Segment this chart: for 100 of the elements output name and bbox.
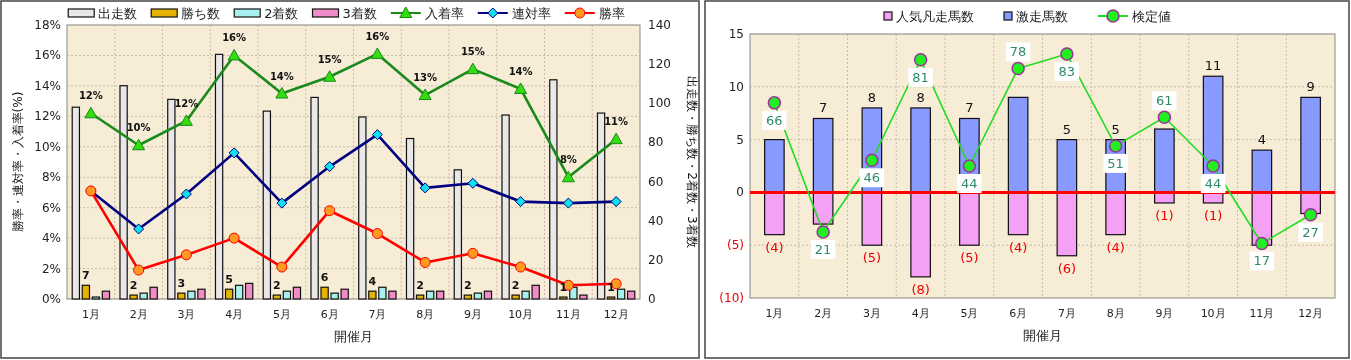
bar — [262, 110, 272, 300]
data-label: 2 — [416, 279, 424, 293]
data-label: 10% — [126, 122, 151, 134]
x-tick-label: 4月 — [911, 307, 930, 320]
legend-label: 勝ち数 — [181, 6, 221, 21]
point — [419, 182, 431, 194]
x-tick-label: 10月 — [1200, 307, 1226, 320]
y-tick-label: 15 — [728, 27, 744, 41]
bar — [214, 53, 224, 300]
legend-label: 3着数 — [342, 6, 377, 21]
x-tick-label: 7月 — [1057, 307, 1076, 320]
bar — [812, 117, 834, 193]
bar — [1056, 191, 1078, 257]
data-label: (5) — [960, 250, 979, 266]
data-label: 2 — [273, 279, 281, 293]
data-label: 27 — [1302, 224, 1319, 240]
legend-label: 激走馬数 — [1016, 9, 1068, 24]
y2-axis-title: 出走数・勝ち数・2着数・3着数 — [685, 76, 699, 248]
x-tick-label: 10月 — [508, 308, 534, 321]
x-tick-label: 1月 — [81, 308, 100, 321]
point — [1108, 139, 1123, 153]
point — [228, 232, 240, 244]
data-label: 11% — [604, 116, 629, 128]
point — [276, 261, 288, 273]
data-label: (1) — [1155, 207, 1174, 223]
bar — [1105, 191, 1126, 236]
y-tick-label: 10% — [34, 139, 61, 154]
bar — [101, 290, 111, 300]
data-label: 12% — [78, 90, 103, 102]
bar — [415, 294, 425, 300]
y-axis-title: 勝率・連対率・入着率(%) — [11, 91, 25, 233]
data-label: 17 — [1253, 253, 1271, 269]
data-label: 16% — [365, 30, 390, 42]
legend-label: 人気凡走馬数 — [896, 9, 974, 24]
bar — [282, 290, 292, 300]
data-label: 7 — [82, 269, 90, 283]
data-label: 61 — [1156, 93, 1173, 109]
data-label: 81 — [912, 69, 929, 85]
data-label: 46 — [863, 170, 881, 186]
data-label: 83 — [1058, 64, 1076, 80]
data-label: 8% — [559, 154, 577, 166]
bar — [224, 288, 234, 300]
point — [418, 88, 432, 101]
data-label: 8 — [916, 89, 925, 105]
point — [276, 197, 288, 209]
point — [84, 106, 98, 119]
data-label: 6 — [320, 271, 329, 285]
data-label: 1 — [607, 281, 615, 295]
data-label: 12% — [174, 97, 199, 109]
y2-tick-label: 120 — [648, 57, 671, 72]
x-tick-label: 8月 — [1106, 307, 1125, 320]
bar — [405, 137, 415, 300]
legend-label: 出走数 — [98, 6, 138, 21]
x-tick-label: 4月 — [225, 308, 244, 321]
y2-tick-label: 140 — [648, 18, 671, 32]
legend-label: 勝率 — [598, 6, 625, 21]
y2-tick-label: 0 — [648, 292, 656, 306]
point — [323, 70, 337, 82]
point — [228, 147, 240, 159]
x-tick-label: 7月 — [368, 308, 387, 321]
bar — [1154, 128, 1175, 193]
bar — [1056, 139, 1078, 193]
bar — [910, 107, 931, 193]
data-label: 5 — [1111, 121, 1120, 137]
x-tick-label: 11月 — [1249, 307, 1275, 320]
bar — [81, 284, 91, 300]
y2-tick-label: 80 — [648, 135, 664, 150]
bar — [244, 282, 254, 300]
data-label: (8) — [911, 281, 930, 297]
data-label: 2 — [129, 279, 138, 293]
point — [419, 256, 431, 268]
y2-tick-label: 40 — [648, 213, 664, 228]
data-label: 14% — [508, 65, 533, 77]
data-label: 21 — [814, 242, 832, 257]
point — [1303, 208, 1318, 222]
x-tick-label: 6月 — [1009, 307, 1028, 320]
bar — [1007, 191, 1029, 236]
y-tick-label: 5 — [736, 132, 744, 147]
data-label: 11 — [1204, 58, 1222, 74]
data-label: 16% — [222, 32, 247, 44]
y-tick-label: 0% — [41, 292, 61, 306]
data-label: (6) — [1057, 260, 1077, 276]
data-label: 51 — [1107, 155, 1124, 171]
data-label: 14% — [269, 70, 294, 82]
point — [913, 53, 928, 67]
point — [515, 196, 527, 208]
data-label: 15% — [317, 53, 342, 65]
x-tick-label: 3月 — [862, 307, 881, 320]
y-tick-label: 10 — [728, 79, 744, 94]
bar — [1007, 96, 1029, 193]
point — [816, 225, 830, 239]
x-tick-label: 2月 — [814, 307, 833, 320]
y-tick-label: (5) — [727, 238, 744, 253]
x-tick-label: 2月 — [129, 308, 148, 321]
point — [865, 153, 879, 168]
bar — [616, 288, 626, 300]
data-label: 15% — [460, 46, 485, 58]
y2-tick-label: 100 — [648, 96, 671, 111]
x-axis-title: 開催月 — [334, 329, 373, 344]
bar — [71, 106, 81, 300]
